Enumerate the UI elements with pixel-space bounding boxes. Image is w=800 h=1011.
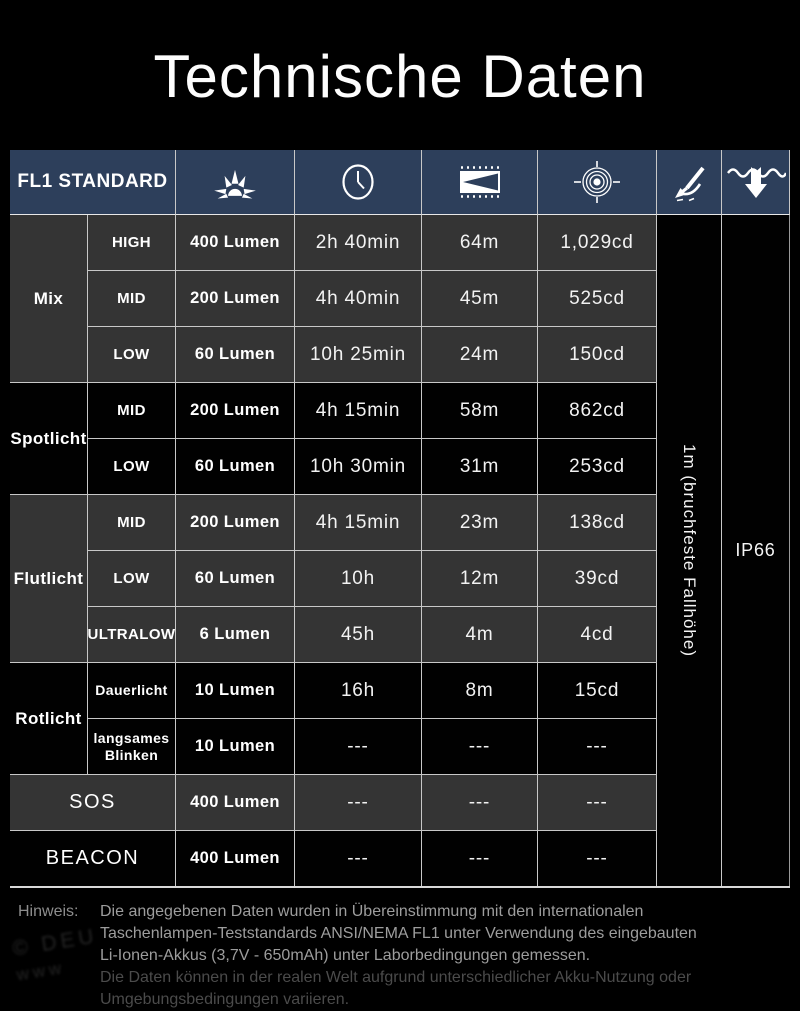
mode-cell: LOW: [88, 327, 176, 383]
distance-cell: ---: [422, 831, 538, 887]
mode-cell: ULTRALOW: [88, 607, 176, 663]
waterproof-icon: [726, 160, 786, 204]
distance-cell: 23m: [422, 495, 538, 551]
ip-rating: IP66: [735, 540, 776, 560]
intensity-cell: 150cd: [538, 327, 657, 383]
runtime-cell: 45h: [295, 607, 422, 663]
lumen-cell: 60 Lumen: [176, 327, 295, 383]
lumen-cell: 400 Lumen: [176, 831, 295, 887]
lumen-cell: 200 Lumen: [176, 383, 295, 439]
distance-cell: 4m: [422, 607, 538, 663]
lumen-cell: 60 Lumen: [176, 551, 295, 607]
distance-cell: ---: [422, 719, 538, 775]
mode-cell: HIGH: [88, 215, 176, 271]
header-cell-runtime: [295, 150, 422, 215]
lumen-cell: 200 Lumen: [176, 495, 295, 551]
mode-cell-beacon: BEACON: [10, 831, 176, 887]
runtime-cell: 4h 15min: [295, 383, 422, 439]
header-cell-waterproof: [722, 150, 790, 215]
footnote-label: Hinweis:: [18, 903, 79, 920]
runtime-cell: 2h 40min: [295, 215, 422, 271]
footnote-line: Li-Ionen-Akkus (3,7V - 650mAh) unter Lab…: [100, 947, 591, 964]
intensity-cell: 39cd: [538, 551, 657, 607]
spec-table: FL1 STANDARD: [10, 150, 790, 888]
mode-cell: MID: [88, 495, 176, 551]
mode-cell-sos: SOS: [10, 775, 176, 831]
runtime-cell: 10h 25min: [295, 327, 422, 383]
peak-intensity-icon: [574, 161, 620, 203]
intensity-cell: 4cd: [538, 607, 657, 663]
page-title: Technische Daten: [153, 43, 647, 110]
runtime-cell: 10h: [295, 551, 422, 607]
lumen-cell: 6 Lumen: [176, 607, 295, 663]
mode-cell: LOW: [88, 439, 176, 495]
drop-height-cell: 1m (bruchfeste Fallhöhe): [657, 215, 722, 887]
distance-cell: 12m: [422, 551, 538, 607]
distance-cell: 58m: [422, 383, 538, 439]
lumen-cell: 400 Lumen: [176, 775, 295, 831]
intensity-cell: 1,029cd: [538, 215, 657, 271]
intensity-cell: 138cd: [538, 495, 657, 551]
header-cell-fl1-standard: FL1 STANDARD: [10, 150, 176, 215]
intensity-cell: 253cd: [538, 439, 657, 495]
runtime-cell: ---: [295, 775, 422, 831]
runtime-cell: 4h 40min: [295, 271, 422, 327]
runtime-icon: [338, 161, 378, 203]
group-cell-flutlicht: Flutlicht: [10, 495, 88, 663]
group-cell-rotlicht: Rotlicht: [10, 663, 88, 775]
mode-cell: MID: [88, 271, 176, 327]
runtime-cell: 16h: [295, 663, 422, 719]
group-cell-mix: Mix: [10, 215, 88, 383]
intensity-cell: ---: [538, 719, 657, 775]
mode-cell: LOW: [88, 551, 176, 607]
header-cell-peak-intensity: [538, 150, 657, 215]
intensity-cell: 525cd: [538, 271, 657, 327]
footnote-line: Die Daten können in der realen Welt aufg…: [100, 969, 692, 986]
runtime-cell: 10h 30min: [295, 439, 422, 495]
lumen-cell: 10 Lumen: [176, 663, 295, 719]
watermark: © DEU www: [10, 922, 103, 988]
header-cell-brightness: [176, 150, 295, 215]
runtime-cell: 4h 15min: [295, 495, 422, 551]
runtime-cell: ---: [295, 831, 422, 887]
header-cell-beam-distance: [422, 150, 538, 215]
fl1-standard-label: FL1 STANDARD: [17, 171, 168, 192]
footnote-line: Taschenlampen-Teststandards ANSI/NEMA FL…: [100, 925, 697, 942]
footnote-text: Die angegebenen Daten wurden in Übereins…: [100, 901, 760, 1011]
lumen-cell: 10 Lumen: [176, 719, 295, 775]
impact-resistance-icon: [669, 162, 709, 202]
intensity-cell: ---: [538, 831, 657, 887]
mode-cell: langsames Blinken: [88, 719, 176, 775]
lumen-cell: 200 Lumen: [176, 271, 295, 327]
distance-cell: 24m: [422, 327, 538, 383]
distance-cell: ---: [422, 775, 538, 831]
intensity-cell: 15cd: [538, 663, 657, 719]
intensity-cell: ---: [538, 775, 657, 831]
distance-cell: 64m: [422, 215, 538, 271]
distance-cell: 31m: [422, 439, 538, 495]
mode-cell: Dauerlicht: [88, 663, 176, 719]
ip-rating-cell: IP66: [722, 215, 790, 887]
intensity-cell: 862cd: [538, 383, 657, 439]
beam-distance-icon: [455, 162, 505, 202]
footnote-line: Umgebungsbedingungen variieren.: [100, 991, 350, 1008]
group-cell-spotlicht: Spotlicht: [10, 383, 88, 495]
lumen-cell: 60 Lumen: [176, 439, 295, 495]
brightness-icon: [209, 162, 261, 202]
runtime-cell: ---: [295, 719, 422, 775]
lumen-cell: 400 Lumen: [176, 215, 295, 271]
mode-cell: MID: [88, 383, 176, 439]
drop-height-note: 1m (bruchfeste Fallhöhe): [680, 444, 699, 657]
header-cell-impact-resistance: [657, 150, 722, 215]
distance-cell: 45m: [422, 271, 538, 327]
distance-cell: 8m: [422, 663, 538, 719]
footnote-line: Die angegebenen Daten wurden in Übereins…: [100, 903, 644, 920]
